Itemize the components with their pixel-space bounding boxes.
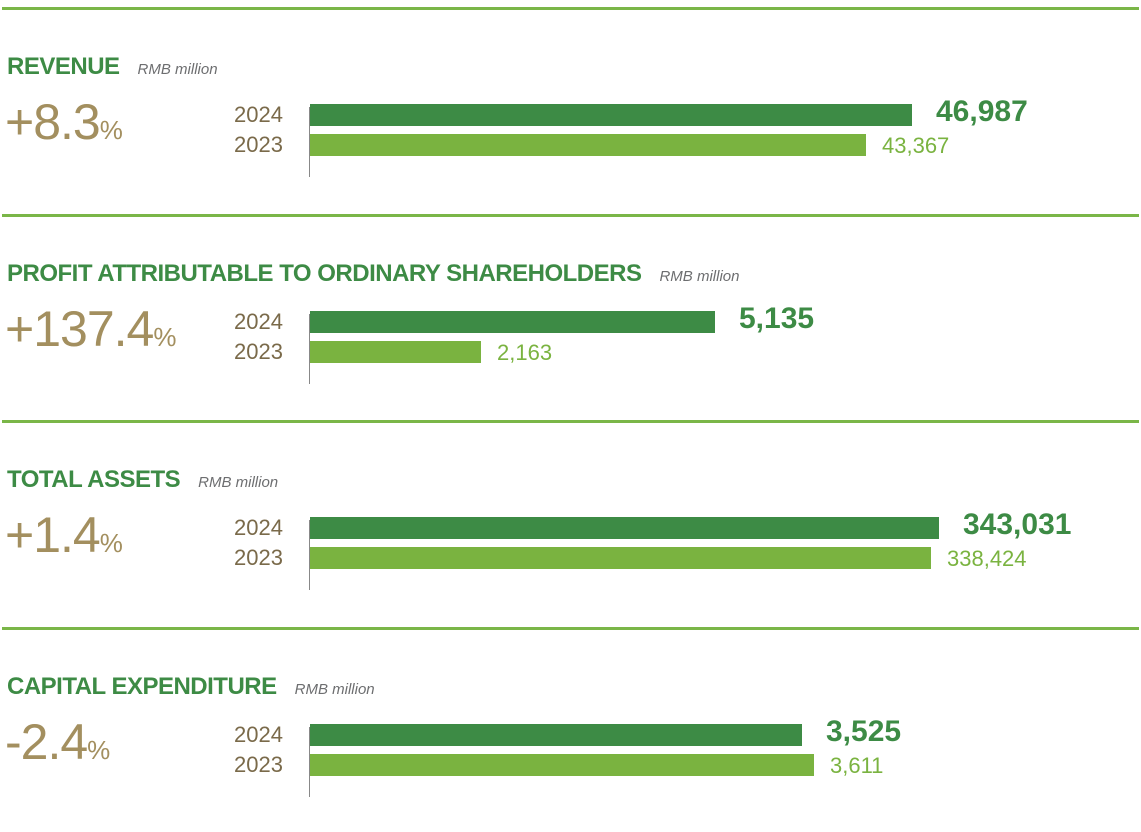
change-unit: % xyxy=(87,735,111,765)
bar-2023 xyxy=(310,134,866,156)
change-unit: % xyxy=(99,115,123,145)
chart-panel: CAPITAL EXPENDITURE RMB million -2.4% 2024 3… xyxy=(0,627,1141,832)
chart-title-text: REVENUE xyxy=(7,53,120,80)
data-label: 3,525 xyxy=(826,715,902,748)
category-label: 2024 xyxy=(234,309,283,334)
chart-title: TOTAL ASSETS RMB million xyxy=(7,466,278,494)
chart-panel: TOTAL ASSETS RMB million +1.4% 2024 343,031 2… xyxy=(0,420,1141,625)
chart-unit: RMB million xyxy=(137,61,218,78)
change-value: +137.4 xyxy=(5,301,154,357)
chart-title-text: PROFIT ATTRIBUTABLE TO ORDINARY SHAREHOL… xyxy=(7,260,642,287)
section-divider xyxy=(2,627,1139,630)
category-label: 2024 xyxy=(234,722,283,747)
bar-2023 xyxy=(310,341,481,363)
bar-axis xyxy=(309,314,310,384)
chart-unit: RMB million xyxy=(659,268,740,285)
data-label: 46,987 xyxy=(936,95,1028,128)
bar-2023 xyxy=(310,754,814,776)
chart-panel: PROFIT ATTRIBUTABLE TO ORDINARY SHAREHOL… xyxy=(0,214,1141,419)
change-percentage: +137.4% xyxy=(5,304,176,354)
category-label: 2023 xyxy=(234,545,283,570)
bar-2024 xyxy=(310,311,715,333)
change-percentage: +1.4% xyxy=(5,510,123,560)
change-value: +8.3 xyxy=(5,94,101,150)
chart-unit: RMB million xyxy=(294,681,375,698)
change-percentage: +8.3% xyxy=(5,97,123,147)
category-label: 2023 xyxy=(234,339,283,364)
data-label: 2,163 xyxy=(497,340,553,365)
change-unit: % xyxy=(99,528,123,558)
bar-2024 xyxy=(310,517,939,539)
bar-2024 xyxy=(310,104,912,126)
chart-title: PROFIT ATTRIBUTABLE TO ORDINARY SHAREHOL… xyxy=(7,260,739,288)
bar-axis xyxy=(309,107,310,177)
chart-title-text: TOTAL ASSETS xyxy=(7,466,181,493)
category-label: 2023 xyxy=(234,752,283,777)
data-label: 3,611 xyxy=(830,753,884,778)
chart-title-text: CAPITAL EXPENDITURE xyxy=(7,673,277,700)
chart-unit: RMB million xyxy=(198,474,279,491)
category-label: 2023 xyxy=(234,132,283,157)
chart-title: CAPITAL EXPENDITURE RMB million xyxy=(7,673,375,701)
bar-2024 xyxy=(310,724,802,746)
data-label: 343,031 xyxy=(963,508,1072,541)
chart-panel: REVENUE RMB million +8.3% 2024 46,987 2023 43,… xyxy=(0,7,1141,212)
category-label: 2024 xyxy=(234,515,283,540)
data-label: 5,135 xyxy=(739,302,815,335)
chart-title: REVENUE RMB million xyxy=(7,53,218,81)
change-percentage: -2.4% xyxy=(5,717,110,767)
change-value: +1.4 xyxy=(5,507,101,563)
bar-axis xyxy=(309,520,310,590)
data-label: 338,424 xyxy=(947,546,1027,571)
change-unit: % xyxy=(153,322,177,352)
bar-2023 xyxy=(310,547,931,569)
change-value: -2.4 xyxy=(5,714,88,770)
data-label: 43,367 xyxy=(882,133,950,158)
section-divider xyxy=(2,7,1139,10)
section-divider xyxy=(2,214,1139,217)
bar-axis xyxy=(309,727,310,797)
section-divider xyxy=(2,420,1139,423)
category-label: 2024 xyxy=(234,102,283,127)
